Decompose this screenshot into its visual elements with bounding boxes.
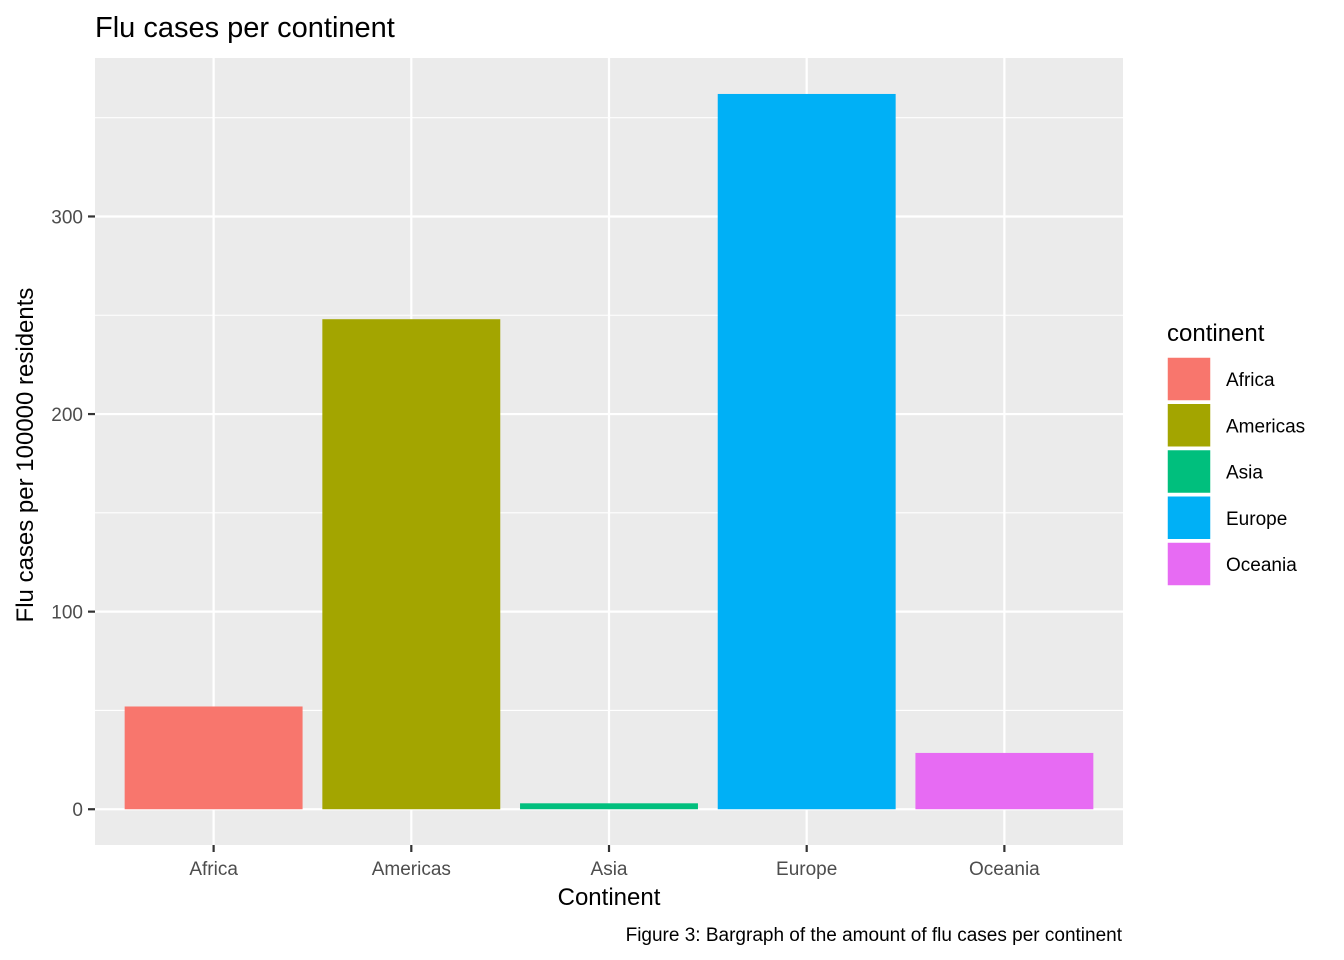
x-axis-title: Continent [558,884,661,911]
legend-label: Africa [1226,370,1275,391]
legend-key-americas [1166,402,1212,448]
y-tick-label: 200 [51,405,83,426]
y-tick-label: 300 [51,207,83,228]
legend-label: Asia [1226,463,1263,484]
figure-caption: Figure 3: Bargraph of the amount of flu … [626,925,1123,946]
x-axis: Africa Americas Asia Europe Oceania [189,845,1040,880]
bar-americas [322,319,501,810]
chart-title: Flu cases per continent [95,12,395,44]
legend-key-oceania [1166,541,1212,587]
x-tick-label: Americas [372,859,451,880]
legend-label: Oceania [1226,555,1297,576]
x-tick-label: Africa [189,859,238,880]
x-tick-label: Oceania [969,859,1040,880]
x-tick-label: Asia [591,859,628,880]
y-tick-label: 100 [51,603,83,624]
bar-europe [717,93,896,810]
bar-africa [124,706,303,810]
legend-title: continent [1167,320,1265,347]
bar-oceania [915,752,1094,810]
legend-key-asia [1166,448,1212,495]
legend-label: Americas [1226,416,1305,437]
legend: continent Africa Americas Asia Europe Oceani… [1166,320,1305,587]
legend-entries: Africa Americas Asia Europe Oceania [1166,356,1305,587]
legend-key-europe [1166,495,1212,541]
x-tick-label: Europe [776,859,837,880]
legend-key-africa [1166,356,1212,402]
bars [124,93,1094,810]
y-axis: 0 100 200 300 [51,207,95,821]
legend-label: Europe [1226,509,1287,530]
bar-asia [520,803,698,810]
y-tick-label: 0 [72,800,83,821]
y-axis-title: Flu cases per 100000 residents [12,288,39,623]
